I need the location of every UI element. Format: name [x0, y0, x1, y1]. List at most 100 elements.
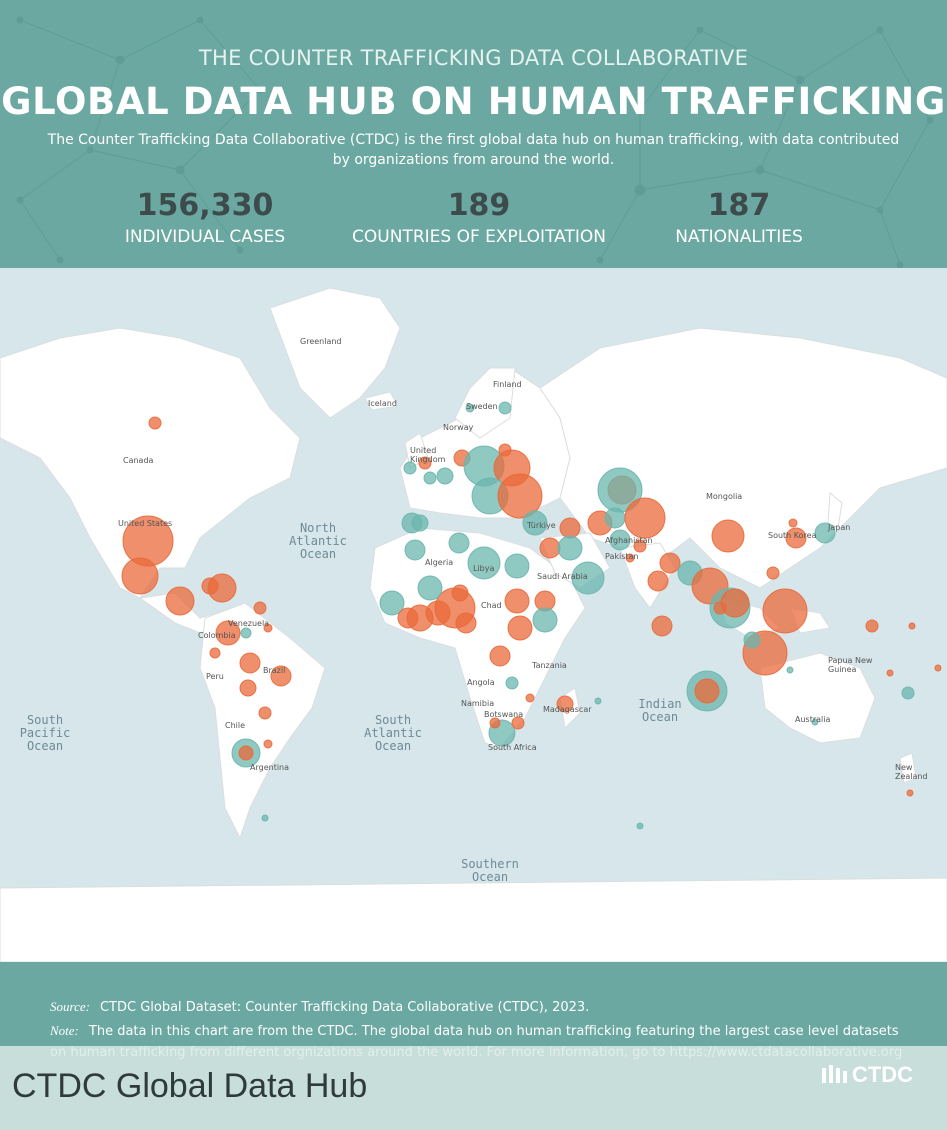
- case-bubble[interactable]: [238, 745, 254, 761]
- place-label-sweden: Sweden: [466, 402, 498, 411]
- case-bubble[interactable]: [743, 631, 761, 649]
- case-bubble[interactable]: [556, 695, 574, 713]
- case-bubble[interactable]: [713, 601, 727, 615]
- case-bubble[interactable]: [625, 553, 635, 563]
- case-bubble[interactable]: [263, 739, 273, 749]
- case-bubble[interactable]: [403, 461, 417, 475]
- case-bubble[interactable]: [711, 519, 745, 553]
- case-bubble[interactable]: [571, 561, 605, 595]
- source-text: CTDC Global Dataset: Counter Trafficking…: [99, 1000, 590, 1015]
- page-title: GLOBAL DATA HUB ON HUMAN TRAFFICKING: [1, 80, 946, 123]
- stat-individual-cases: 156,330 INDIVIDUAL CASES: [110, 188, 300, 247]
- case-bubble[interactable]: [609, 529, 631, 551]
- case-bubble[interactable]: [263, 623, 273, 633]
- case-bubble[interactable]: [720, 588, 750, 618]
- case-bubble[interactable]: [467, 546, 501, 580]
- case-bubble[interactable]: [489, 645, 511, 667]
- stat-value: 156,330: [136, 188, 274, 223]
- place-label-south-africa: South Africa: [488, 743, 537, 752]
- case-bubble[interactable]: [633, 539, 647, 553]
- case-bubble[interactable]: [647, 570, 669, 592]
- case-bubble[interactable]: [451, 584, 469, 602]
- place-label-turkiye: Türkiye: [527, 521, 556, 530]
- case-bubble[interactable]: [651, 615, 673, 637]
- case-bubble[interactable]: [886, 669, 894, 677]
- case-bubble[interactable]: [814, 522, 836, 544]
- case-bubble[interactable]: [239, 679, 257, 697]
- case-bubble[interactable]: [240, 627, 252, 639]
- case-bubble[interactable]: [148, 416, 162, 430]
- case-bubble[interactable]: [253, 601, 267, 615]
- case-bubble[interactable]: [498, 401, 512, 415]
- case-bubble[interactable]: [762, 588, 808, 634]
- case-bubble[interactable]: [786, 666, 794, 674]
- case-bubble[interactable]: [785, 527, 807, 549]
- place-label-chile: Chile: [225, 721, 246, 730]
- case-bubble[interactable]: [906, 789, 914, 797]
- stat-label: COUNTRIES OF EXPLOITATION: [352, 227, 606, 247]
- case-bubble[interactable]: [559, 517, 581, 539]
- case-bubble[interactable]: [934, 664, 942, 672]
- place-label-greenland: Greenland: [300, 337, 342, 346]
- case-bubble[interactable]: [455, 612, 477, 634]
- case-bubble[interactable]: [811, 718, 819, 726]
- case-bubble[interactable]: [865, 619, 879, 633]
- case-bubble[interactable]: [258, 706, 272, 720]
- case-bubble[interactable]: [165, 586, 195, 616]
- place-label-afghanistan: Afghanistan: [605, 536, 653, 545]
- case-bubble[interactable]: [121, 557, 159, 595]
- case-bubble[interactable]: [261, 814, 269, 822]
- place-label-angola: Angola: [467, 678, 495, 687]
- case-bubble[interactable]: [423, 471, 437, 485]
- case-bubble[interactable]: [417, 575, 443, 601]
- case-bubble[interactable]: [594, 697, 602, 705]
- case-bubble[interactable]: [532, 607, 558, 633]
- caption-text: CTDC Global Data Hub: [12, 1067, 368, 1105]
- case-bubble[interactable]: [604, 507, 626, 529]
- page-subtitle: The Counter Trafficking Data Collaborati…: [47, 132, 900, 168]
- case-bubble[interactable]: [557, 535, 583, 561]
- ocean-label-south-atlantic: South Atlantic Ocean: [364, 713, 422, 753]
- case-bubble[interactable]: [908, 622, 916, 630]
- case-bubble[interactable]: [201, 577, 219, 595]
- case-bubble[interactable]: [498, 443, 512, 457]
- case-bubble[interactable]: [901, 686, 915, 700]
- case-bubble[interactable]: [504, 588, 530, 614]
- case-bubble[interactable]: [448, 532, 470, 554]
- case-bubble[interactable]: [694, 678, 720, 704]
- case-bubble[interactable]: [522, 510, 548, 536]
- case-bubble[interactable]: [436, 467, 454, 485]
- case-bubble[interactable]: [418, 456, 432, 470]
- case-bubble[interactable]: [215, 620, 241, 646]
- place-label-libya: Libya: [473, 564, 495, 573]
- case-bubble[interactable]: [525, 693, 535, 703]
- case-bubble[interactable]: [489, 717, 501, 729]
- place-label-iceland: Iceland: [368, 399, 397, 408]
- case-bubble[interactable]: [497, 473, 543, 519]
- case-bubble[interactable]: [505, 676, 519, 690]
- case-bubble[interactable]: [404, 539, 426, 561]
- case-bubble[interactable]: [659, 552, 681, 574]
- place-label-venezuela: Venezuela: [228, 619, 270, 628]
- case-bubble[interactable]: [636, 822, 644, 830]
- case-bubble[interactable]: [504, 553, 530, 579]
- place-label-new-zealand: New Zealand: [895, 763, 928, 781]
- stat-value: 189: [447, 188, 511, 223]
- case-bubble[interactable]: [766, 566, 780, 580]
- case-bubble[interactable]: [411, 514, 429, 532]
- case-bubble[interactable]: [209, 647, 221, 659]
- case-bubble[interactable]: [379, 590, 405, 616]
- case-bubble[interactable]: [788, 518, 798, 528]
- case-bubble[interactable]: [239, 652, 261, 674]
- case-bubble[interactable]: [507, 615, 533, 641]
- case-bubble[interactable]: [270, 665, 292, 687]
- place-label-finland: Finland: [493, 380, 522, 389]
- world-map[interactable]: North Atlantic Ocean South Pacific Ocean…: [0, 268, 947, 962]
- case-bubble[interactable]: [539, 537, 561, 559]
- caption-band: [0, 1046, 947, 1130]
- case-bubble[interactable]: [465, 403, 475, 413]
- stat-countries-of-exploitation: 189 COUNTRIES OF EXPLOITATION: [340, 188, 618, 247]
- case-bubble[interactable]: [511, 716, 525, 730]
- case-bubble[interactable]: [624, 497, 666, 539]
- ctdc-logo: CTDC: [821, 1062, 913, 1089]
